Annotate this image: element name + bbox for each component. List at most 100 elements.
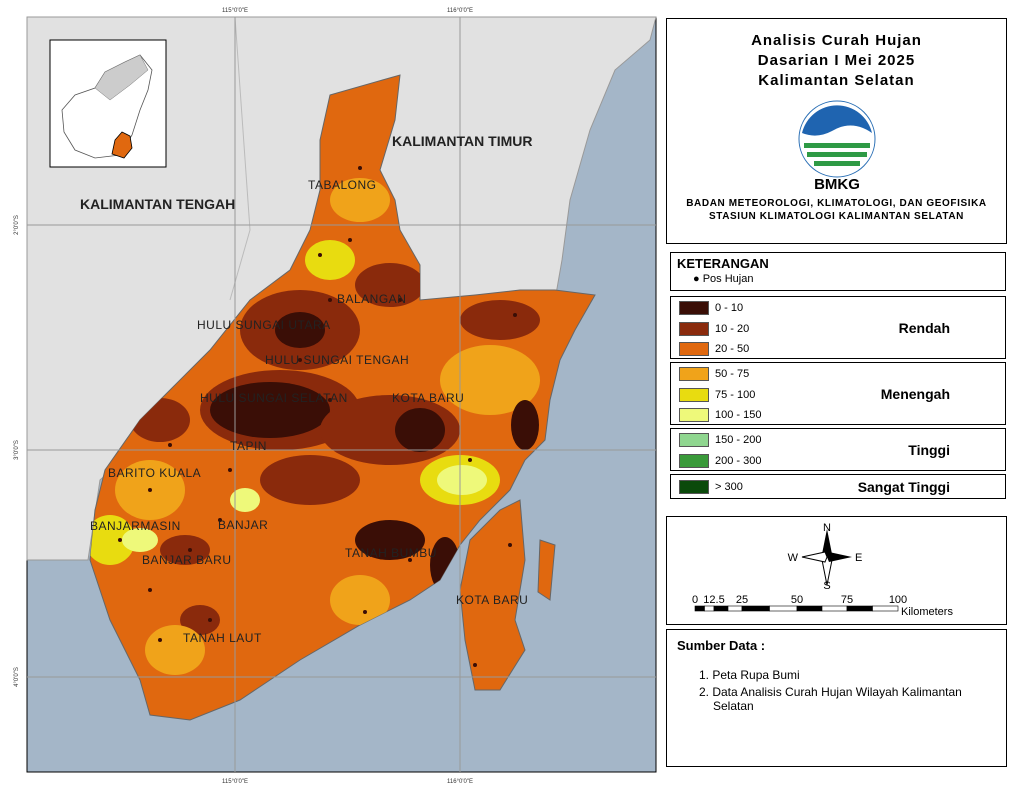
source-box: Sumber Data : 1. Peta Rupa Bumi 2. Data … bbox=[666, 629, 1007, 767]
scale-tick: 50 bbox=[791, 594, 803, 606]
legend-label: 10 - 20 bbox=[715, 322, 750, 335]
legend-row: > 300 bbox=[679, 480, 743, 494]
title-line: Kalimantan Selatan bbox=[758, 72, 915, 89]
station bbox=[408, 558, 412, 562]
logo: BMKG bbox=[798, 100, 875, 193]
lon-label: 115°0'0"E bbox=[222, 8, 248, 14]
legend-row: 0 - 10 bbox=[679, 301, 743, 315]
station bbox=[358, 166, 362, 170]
station bbox=[348, 238, 352, 242]
legend-group-name: Menengah bbox=[880, 385, 950, 402]
district-label: TANAH LAUT bbox=[183, 631, 262, 645]
station bbox=[328, 398, 332, 402]
zone bbox=[395, 408, 445, 452]
legend-swatch bbox=[679, 321, 709, 336]
legend-label: 50 - 75 bbox=[715, 368, 750, 380]
title-line: Analisis Curah Hujan bbox=[751, 32, 922, 49]
source-title: Sumber Data : bbox=[677, 638, 766, 653]
legend-title: KETERANGAN bbox=[677, 256, 769, 271]
legend-swatch bbox=[679, 367, 709, 381]
district-label: TABALONG bbox=[308, 178, 376, 192]
station bbox=[443, 548, 447, 552]
legend-swatch bbox=[679, 301, 709, 315]
zone bbox=[122, 528, 158, 552]
title-box: Analisis Curah Hujan Dasarian I Mei 2025… bbox=[666, 18, 1007, 244]
legend-row: 75 - 100 bbox=[679, 387, 755, 402]
lat-label: 2°0'0"S bbox=[14, 215, 20, 235]
logo-stripe bbox=[803, 143, 870, 148]
point-legend: ● Pos Hujan bbox=[693, 273, 754, 285]
zone bbox=[330, 575, 390, 625]
district-label: KOTA BARU bbox=[456, 593, 528, 607]
compass-s: S bbox=[823, 580, 830, 592]
district-label: TANAH BUMBU bbox=[345, 546, 437, 560]
station bbox=[298, 358, 302, 362]
station bbox=[513, 313, 517, 317]
inset-north bbox=[94, 54, 149, 101]
station bbox=[468, 458, 472, 462]
title-line: Dasarian I Mei 2025 bbox=[757, 52, 916, 69]
scale-unit: Kilometers bbox=[901, 606, 953, 618]
scale-tick: 12.5 bbox=[703, 594, 724, 606]
legend-row: 20 - 50 bbox=[679, 342, 749, 356]
scale-tick: 75 bbox=[841, 594, 853, 606]
scale-tick: 100 bbox=[889, 594, 907, 606]
lat-label: 4°0'0"S bbox=[14, 667, 20, 687]
border bbox=[229, 16, 251, 301]
point-label: Pos Hujan bbox=[702, 273, 754, 285]
legend-swatch bbox=[679, 408, 709, 422]
compass-arm bbox=[822, 529, 832, 557]
region-label: KALIMANTAN TENGAH bbox=[80, 196, 235, 212]
scale-segment bbox=[846, 605, 873, 612]
zone bbox=[440, 345, 540, 415]
zone bbox=[210, 382, 330, 438]
inset-highlight bbox=[111, 131, 133, 159]
zone bbox=[460, 300, 540, 340]
district-label: BANJAR BARU bbox=[142, 553, 232, 567]
legend-label: > 300 bbox=[715, 481, 743, 493]
station bbox=[473, 663, 477, 667]
legend-swatch bbox=[679, 342, 709, 356]
district-label: BARITO KUALA bbox=[108, 466, 201, 480]
zone bbox=[330, 178, 390, 222]
station bbox=[118, 538, 122, 542]
legend-group-name: Rendah bbox=[898, 319, 950, 336]
compass-n: N bbox=[823, 522, 831, 534]
lon-label: 115°0'0"E bbox=[222, 779, 248, 785]
legend-swatch bbox=[679, 387, 709, 402]
scale-tick: 25 bbox=[736, 594, 748, 606]
inset-map bbox=[49, 39, 167, 168]
zone bbox=[355, 263, 425, 307]
legend-label: 20 - 50 bbox=[715, 343, 750, 355]
legend-group: > 300 Sangat Tinggi bbox=[670, 474, 1006, 499]
legend-row: 150 - 200 bbox=[679, 433, 761, 447]
source-item: 1. Peta Rupa Bumi bbox=[699, 668, 800, 682]
zone bbox=[260, 455, 360, 505]
compass-w: W bbox=[788, 552, 799, 564]
scale-segment bbox=[769, 605, 798, 612]
station bbox=[508, 543, 512, 547]
zone bbox=[305, 240, 355, 280]
lon-label: 116°0'0"E bbox=[447, 779, 473, 785]
island-shape bbox=[459, 499, 526, 691]
lon-label: 116°0'0"E bbox=[447, 8, 473, 14]
scale-tick: 0 bbox=[692, 594, 698, 606]
legend-swatch bbox=[679, 433, 709, 447]
station bbox=[363, 610, 367, 614]
legend-group-name: Sangat Tinggi bbox=[857, 478, 950, 495]
station bbox=[168, 443, 172, 447]
zone bbox=[160, 535, 210, 565]
zone bbox=[180, 605, 220, 635]
station bbox=[208, 618, 212, 622]
legend-swatch bbox=[679, 454, 709, 468]
district-label: BALANGAN bbox=[337, 292, 406, 306]
logo-stripe bbox=[806, 152, 867, 157]
station bbox=[148, 488, 152, 492]
legend-row: 200 - 300 bbox=[679, 454, 761, 468]
district-label: BANJAR bbox=[218, 518, 268, 532]
scale-segment bbox=[694, 605, 705, 612]
legend-label: 150 - 200 bbox=[715, 434, 762, 446]
scale-segment bbox=[741, 605, 770, 612]
